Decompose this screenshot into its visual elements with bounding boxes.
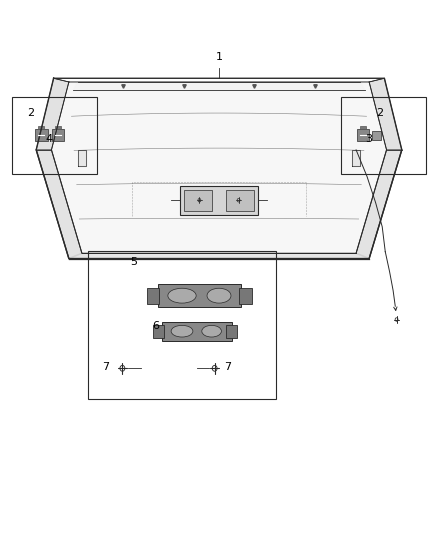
Bar [226,325,237,337]
Bar [39,126,45,129]
Polygon shape [69,253,369,259]
Bar [341,97,426,174]
Bar [360,126,366,129]
Polygon shape [51,82,387,253]
Polygon shape [73,82,365,91]
Ellipse shape [202,325,221,337]
Text: 2: 2 [377,108,384,118]
Bar [180,185,258,215]
Text: 6: 6 [152,321,159,331]
Ellipse shape [171,325,193,337]
Text: 5: 5 [131,257,138,267]
Bar [88,251,276,399]
Polygon shape [352,150,360,166]
Ellipse shape [168,288,196,303]
Bar [52,129,64,141]
Bar [226,190,254,211]
Bar [240,288,252,304]
Polygon shape [369,78,402,150]
Bar [12,97,97,174]
Ellipse shape [207,288,231,303]
Polygon shape [78,150,86,166]
Bar [55,126,61,129]
Bar [158,284,241,308]
Text: 7: 7 [102,362,110,372]
Bar [147,288,159,304]
Bar [184,190,212,211]
Bar [372,131,381,140]
Bar [162,321,232,341]
Polygon shape [356,150,402,259]
Text: 1: 1 [215,52,223,62]
Bar [153,325,164,337]
Bar [357,129,369,141]
Text: 3: 3 [366,134,373,144]
Polygon shape [36,78,69,150]
Text: 2: 2 [28,108,35,118]
Text: 4: 4 [46,134,53,144]
Text: 7: 7 [224,362,231,372]
Bar [35,129,47,141]
Polygon shape [36,150,82,259]
